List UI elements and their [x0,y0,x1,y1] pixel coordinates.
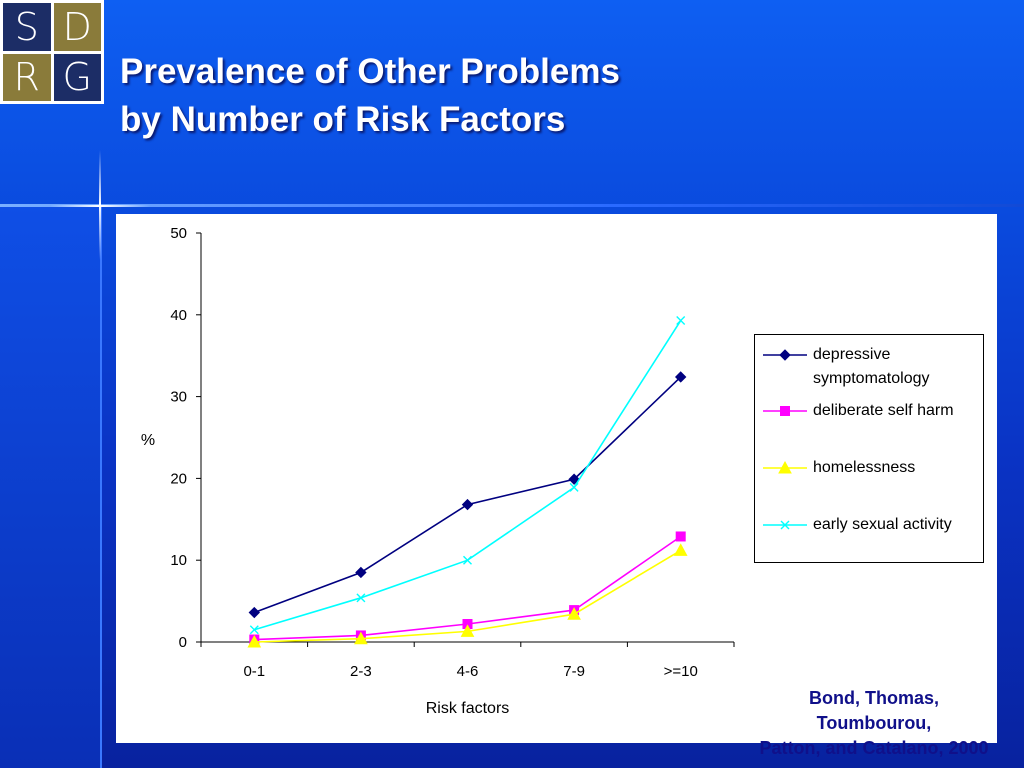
series-4-point [356,593,366,603]
series-4-point-stroke-b [356,593,366,603]
legend-label-line: depressive [813,346,891,363]
x-tick-label: 4-6 [457,663,479,680]
header-divider [0,204,1024,207]
sdrg-logo: S D R G [0,0,104,104]
legend-label-line: homelessness [813,459,916,476]
x-tick-label: >=10 [664,663,698,680]
legend-swatch-marker [780,406,790,416]
series-4-point-stroke-b [463,555,472,565]
series-1-point [568,473,580,485]
y-tick-label: 40 [170,307,187,324]
legend-swatch-marker [779,349,791,361]
series-1-point [248,606,261,619]
legend-label: deliberate self harm [813,399,983,423]
legend-label: early sexual activity [813,513,983,537]
slide-title-line-1: Prevalence of Other Problems [120,52,620,91]
series-4-point-stroke-b [249,625,259,635]
y-tick-label: 50 [170,225,187,242]
series-3-point [567,607,581,620]
chart-panel: 0 10 20 30 40 50 0-1 2-3 4-6 7-9 >=10 Risk factors%… [116,214,997,758]
series-3-point [247,634,262,648]
series-1-point [355,566,367,579]
series-line-1 [254,376,682,614]
y-tick-label: 10 [170,552,187,569]
series-3-point [673,543,688,556]
left-decorative-band [0,205,102,768]
series-4-point [676,316,686,326]
x-axis-label: Risk factors [426,700,510,717]
legend-label: depressive symptomatology [813,343,983,391]
legend-label-line: early sexual activity [813,516,952,533]
legend-swatch [763,349,807,361]
slide-title-line-2: by Number of Risk Factors [120,100,566,139]
slide-title: Prevalence of Other Problems by Number o… [120,48,620,144]
x-tick-label: 0-1 [243,663,265,680]
legend-label-line: deliberate self harm [813,402,954,419]
legend-swatch-marker [778,460,792,474]
y-tick-label: 0 [179,634,187,651]
series-4-point [249,625,259,635]
series-4-point [569,482,579,492]
citation-line-1: Bond, Thomas, Toumbourou, [809,688,939,733]
legend-swatch [763,406,807,416]
series-4-point [463,555,472,565]
legend-swatch-marker [780,520,790,530]
series-1-point [461,498,474,511]
legend-swatch-marker-stroke-b [780,520,790,530]
citation-line-2: Patton, and Catalano, 2000 [759,738,989,758]
legend-swatch [763,520,807,530]
x-tick-label: 2-3 [350,663,372,680]
series-2-point [675,531,686,542]
legend-swatch [763,460,807,474]
y-axis-label: % [141,432,155,449]
y-tick-label: 20 [170,470,187,487]
series-4-point-stroke-b [569,482,579,492]
legend-label: homelessness [813,456,983,480]
chart-legend: depressive symptomatology deliberate self … [754,334,984,563]
x-tick-label: 7-9 [563,663,585,680]
sparkle-decoration-horizontal [50,205,150,207]
series-4-point-stroke-b [676,316,686,326]
logo-letter-s: S [3,3,51,51]
logo-letter-g: G [53,53,101,101]
logo-letter-r: R [3,53,51,101]
line-chart: 0 10 20 30 40 50 0-1 2-3 4-6 7-9 >=10 Risk factors% [141,225,735,717]
logo-letter-d: D [53,3,101,51]
legend-label-line: symptomatology [813,370,930,387]
series-3-point [354,631,368,645]
y-tick-label: 30 [170,389,187,406]
series-1-point [674,371,687,383]
citation: Bond, Thomas, Toumbourou, Patton, and Ca… [756,686,992,761]
series-line-4 [254,320,682,631]
series-3-point [460,624,475,637]
